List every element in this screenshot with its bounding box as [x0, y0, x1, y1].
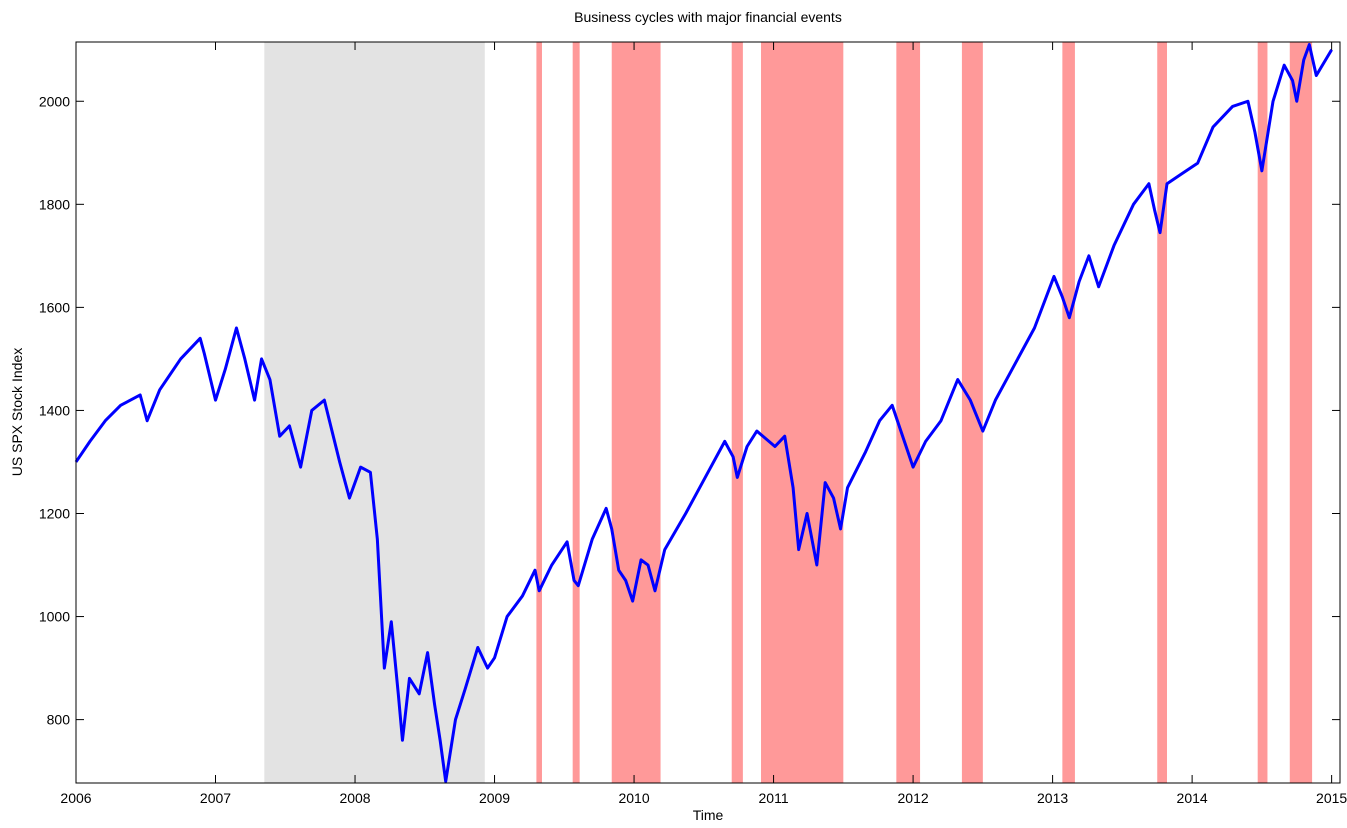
recession-band	[264, 42, 485, 783]
y-tick-label: 1600	[39, 299, 70, 315]
event-band	[761, 42, 844, 783]
x-tick-label: 2015	[1316, 790, 1347, 806]
x-tick-label: 2013	[1037, 790, 1068, 806]
x-tick-label: 2012	[898, 790, 929, 806]
y-tick-label: 1000	[39, 609, 70, 625]
x-tick-label: 2011	[759, 790, 789, 806]
event-band	[961, 42, 983, 783]
x-tick-label: 2008	[339, 790, 370, 806]
event-band	[1289, 42, 1313, 783]
event-band	[611, 42, 661, 783]
x-tick-label: 2010	[618, 790, 649, 806]
price-line	[74, 43, 1333, 783]
y-tick-label: 2000	[39, 93, 70, 109]
x-tick-label: 2014	[1177, 790, 1208, 806]
event-band	[572, 42, 580, 783]
y-tick-label: 1400	[39, 402, 70, 418]
x-axis-label: Time	[693, 807, 724, 823]
y-tick-label: 1800	[39, 196, 70, 212]
y-tick-label: 800	[47, 712, 71, 728]
plot-frame	[75, 41, 1341, 784]
y-axis-label: US SPX Stock Index	[9, 348, 25, 476]
event-band	[1157, 42, 1168, 783]
event-band	[1257, 42, 1268, 783]
y-tick-label: 1200	[39, 505, 70, 521]
event-band	[1062, 42, 1075, 783]
event-band	[896, 42, 921, 783]
x-tick-label: 2009	[479, 790, 510, 806]
event-band	[536, 42, 542, 783]
event-band	[731, 42, 743, 783]
chart-title: Business cycles with major financial eve…	[574, 9, 842, 25]
x-tick-label: 2007	[200, 790, 231, 806]
x-tick-label: 2006	[60, 790, 91, 806]
